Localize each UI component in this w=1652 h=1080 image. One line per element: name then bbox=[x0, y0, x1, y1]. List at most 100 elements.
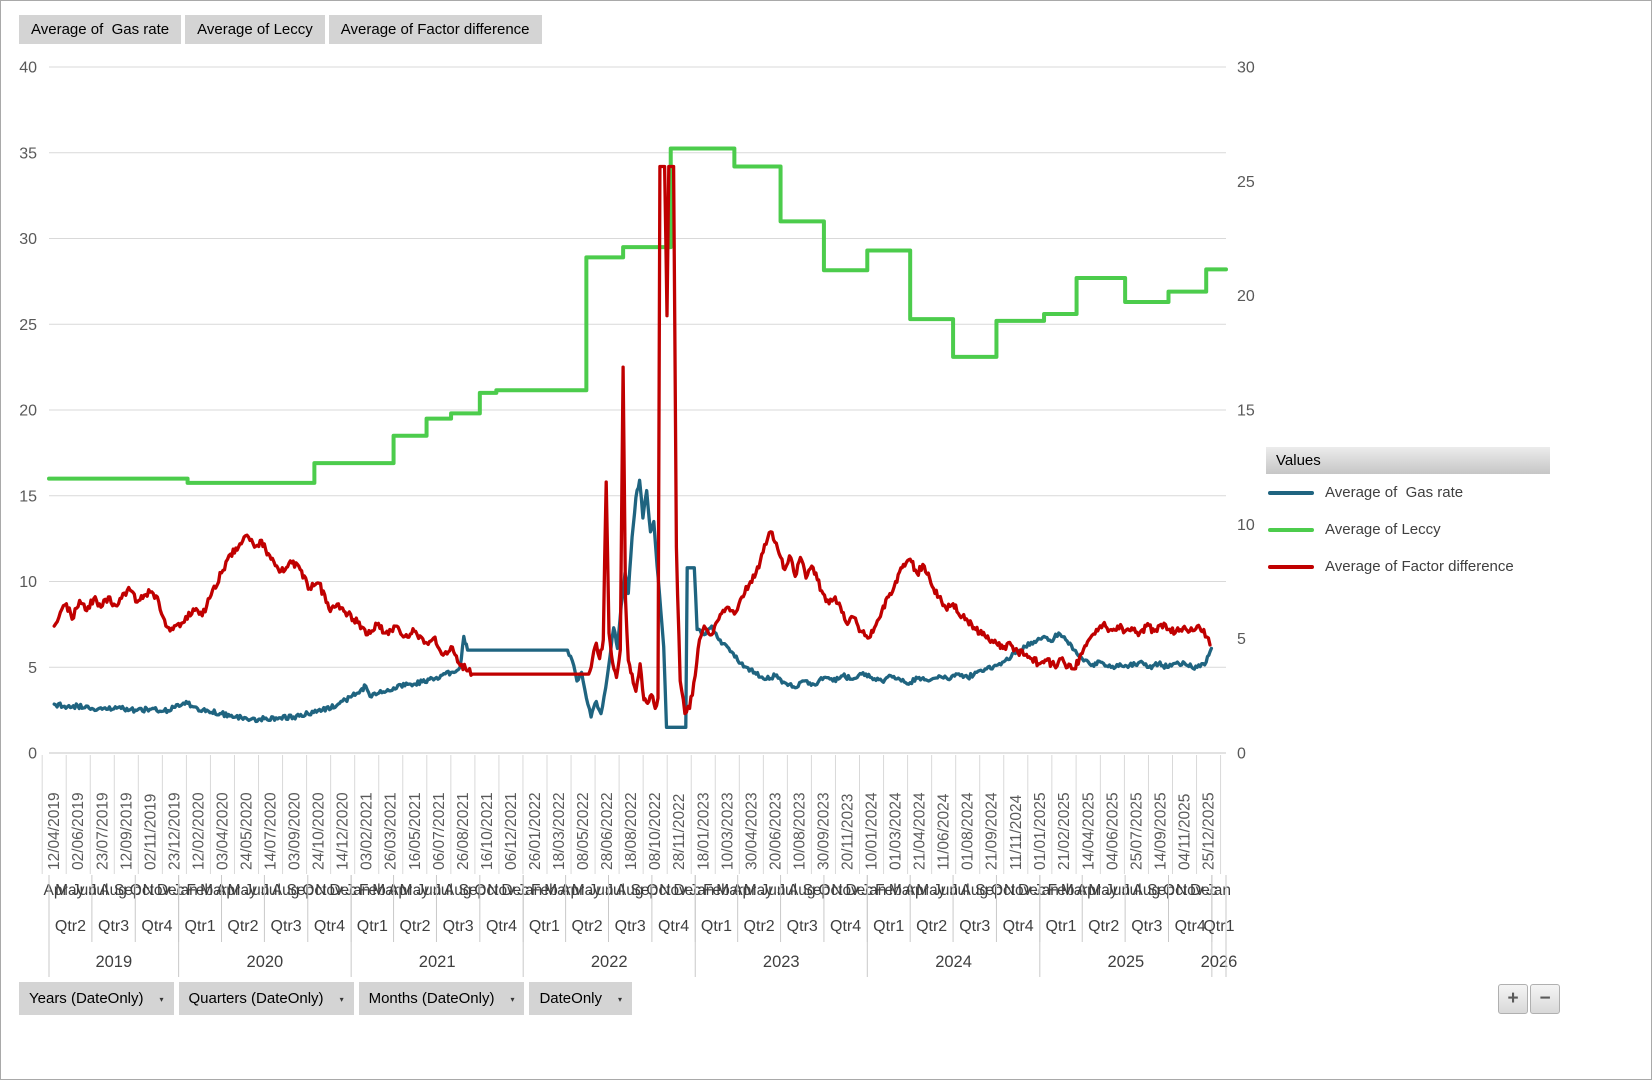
axis-field-buttons: Years (DateOnly) ▾ Quarters (DateOnly) ▾… bbox=[19, 982, 633, 1015]
svg-text:Qtr4: Qtr4 bbox=[1175, 918, 1206, 935]
svg-text:06/12/2021: 06/12/2021 bbox=[503, 792, 520, 870]
svg-text:03/09/2020: 03/09/2020 bbox=[287, 792, 304, 870]
svg-text:Qtr1: Qtr1 bbox=[357, 918, 388, 935]
svg-text:2023: 2023 bbox=[763, 953, 800, 971]
legend-label: Average of Leccy bbox=[1325, 521, 1441, 538]
chevron-down-icon: ▾ bbox=[510, 994, 515, 1004]
svg-text:2021: 2021 bbox=[419, 953, 456, 971]
svg-text:Oct: Oct bbox=[130, 882, 155, 899]
svg-text:Apr: Apr bbox=[388, 882, 412, 899]
factor-difference-line-swatch-icon bbox=[1268, 564, 1314, 569]
svg-text:40: 40 bbox=[19, 60, 37, 77]
svg-text:11/06/2024: 11/06/2024 bbox=[936, 793, 953, 870]
svg-text:Qtr2: Qtr2 bbox=[1088, 918, 1119, 935]
svg-text:28/11/2022: 28/11/2022 bbox=[671, 794, 688, 870]
svg-text:06/07/2021: 06/07/2021 bbox=[431, 792, 448, 870]
svg-text:Qtr2: Qtr2 bbox=[916, 918, 947, 935]
svg-text:10/08/2023: 10/08/2023 bbox=[791, 792, 808, 870]
svg-text:Qtr2: Qtr2 bbox=[572, 918, 603, 935]
field-button-label: Months (DateOnly) bbox=[368, 990, 495, 1007]
svg-text:Qtr1: Qtr1 bbox=[529, 918, 560, 935]
svg-text:26/08/2021: 26/08/2021 bbox=[455, 792, 472, 870]
svg-text:Nov: Nov bbox=[1176, 882, 1204, 899]
legend-label: Average of Factor difference bbox=[1325, 558, 1514, 575]
svg-text:Sep: Sep bbox=[1147, 882, 1175, 899]
field-button-years[interactable]: Years (DateOnly) ▾ bbox=[19, 982, 174, 1015]
svg-text:20: 20 bbox=[1237, 288, 1255, 305]
svg-text:2020: 2020 bbox=[247, 953, 284, 971]
svg-text:30: 30 bbox=[1237, 60, 1255, 77]
svg-text:Sep: Sep bbox=[286, 882, 314, 899]
svg-text:Mar: Mar bbox=[889, 882, 916, 899]
svg-text:Dec: Dec bbox=[1018, 882, 1046, 899]
svg-text:01/03/2024: 01/03/2024 bbox=[888, 792, 905, 870]
svg-text:Dec: Dec bbox=[157, 882, 185, 899]
svg-text:10: 10 bbox=[19, 574, 37, 591]
svg-text:Mar: Mar bbox=[1061, 882, 1088, 899]
svg-text:May: May bbox=[572, 882, 602, 899]
svg-text:Apr: Apr bbox=[732, 882, 756, 899]
svg-text:Aug: Aug bbox=[99, 882, 127, 899]
svg-text:Nov: Nov bbox=[487, 882, 515, 899]
svg-text:Oct: Oct bbox=[818, 882, 843, 899]
field-button-label: Quarters (DateOnly) bbox=[188, 990, 324, 1007]
svg-text:0: 0 bbox=[1237, 746, 1246, 763]
field-button-label: Years (DateOnly) bbox=[29, 990, 144, 1007]
svg-text:Qtr3: Qtr3 bbox=[443, 918, 474, 935]
svg-text:26/03/2021: 26/03/2021 bbox=[383, 792, 400, 870]
field-button-dateonly[interactable]: DateOnly ▾ bbox=[529, 982, 633, 1015]
svg-text:21/02/2025: 21/02/2025 bbox=[1056, 792, 1073, 870]
field-button-factor-difference[interactable]: Average of Factor difference bbox=[328, 15, 542, 44]
svg-text:Aug: Aug bbox=[960, 882, 988, 899]
svg-text:Jul: Jul bbox=[433, 882, 453, 899]
svg-text:2025: 2025 bbox=[1107, 953, 1144, 971]
svg-text:Apr: Apr bbox=[1077, 882, 1101, 899]
svg-text:03/04/2020: 03/04/2020 bbox=[214, 792, 231, 870]
gas-rate-line-swatch-icon bbox=[1268, 490, 1314, 495]
svg-text:Qtr2: Qtr2 bbox=[227, 918, 258, 935]
svg-text:10/03/2023: 10/03/2023 bbox=[719, 792, 736, 870]
svg-text:Oct: Oct bbox=[1163, 882, 1188, 899]
chevron-down-icon: ▾ bbox=[618, 994, 623, 1004]
svg-text:Qtr1: Qtr1 bbox=[1045, 918, 1076, 935]
svg-text:35: 35 bbox=[19, 145, 37, 162]
svg-text:Apr: Apr bbox=[560, 882, 584, 899]
svg-text:Dec: Dec bbox=[501, 882, 529, 899]
svg-text:Qtr3: Qtr3 bbox=[787, 918, 818, 935]
svg-text:Feb: Feb bbox=[1048, 882, 1075, 899]
svg-text:May: May bbox=[55, 882, 85, 899]
legend-item-factor-difference: Average of Factor difference bbox=[1266, 548, 1550, 585]
field-button-months[interactable]: Months (DateOnly) ▾ bbox=[358, 982, 525, 1015]
field-button-gas-rate[interactable]: Average of Gas rate bbox=[19, 15, 182, 44]
chevron-down-icon: ▾ bbox=[339, 994, 344, 1004]
svg-text:04/11/2025: 04/11/2025 bbox=[1177, 794, 1194, 870]
legend-item-gas-rate: Average of Gas rate bbox=[1266, 474, 1550, 511]
svg-text:12/04/2019: 12/04/2019 bbox=[46, 792, 63, 870]
svg-text:Mar: Mar bbox=[544, 882, 571, 899]
svg-text:Qtr3: Qtr3 bbox=[615, 918, 646, 935]
legend-label: Average of Gas rate bbox=[1325, 484, 1464, 501]
svg-text:02/11/2019: 02/11/2019 bbox=[142, 794, 159, 870]
field-button-quarters[interactable]: Quarters (DateOnly) ▾ bbox=[178, 982, 354, 1015]
svg-text:Qtr4: Qtr4 bbox=[141, 918, 172, 935]
svg-text:Mar: Mar bbox=[372, 882, 399, 899]
zoom-out-button[interactable]: − bbox=[1530, 984, 1560, 1014]
svg-text:Jul: Jul bbox=[89, 882, 109, 899]
svg-text:Feb: Feb bbox=[186, 882, 213, 899]
svg-text:Jun: Jun bbox=[416, 882, 441, 899]
svg-text:Jun: Jun bbox=[933, 882, 958, 899]
svg-text:Jul: Jul bbox=[1122, 882, 1142, 899]
svg-text:03/02/2021: 03/02/2021 bbox=[359, 792, 376, 870]
svg-text:Qtr4: Qtr4 bbox=[486, 918, 517, 935]
field-button-leccy[interactable]: Average of Leccy bbox=[185, 15, 325, 44]
svg-text:Feb: Feb bbox=[703, 882, 730, 899]
svg-text:Qtr2: Qtr2 bbox=[55, 918, 86, 935]
legend-title: Values bbox=[1266, 447, 1550, 474]
svg-text:Qtr4: Qtr4 bbox=[830, 918, 861, 935]
zoom-in-button[interactable]: + bbox=[1498, 984, 1528, 1014]
svg-text:May: May bbox=[1088, 882, 1118, 899]
svg-text:Qtr3: Qtr3 bbox=[271, 918, 302, 935]
svg-text:Mar: Mar bbox=[716, 882, 743, 899]
svg-text:Dec: Dec bbox=[1190, 882, 1218, 899]
